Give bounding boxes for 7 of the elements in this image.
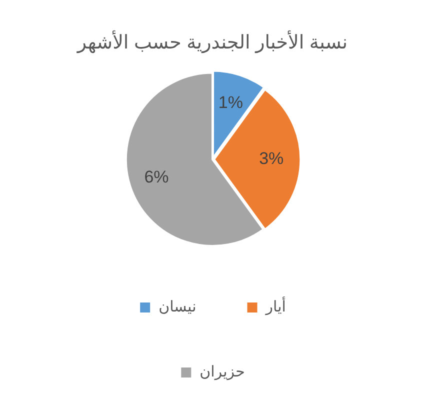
data-label: 6%: [144, 167, 169, 186]
legend-label: أيار: [264, 296, 286, 316]
legend-label: نيسان: [158, 298, 196, 316]
data-label: 1%: [218, 93, 243, 112]
legend-label: حزيران: [200, 364, 245, 381]
chart-title: نسبة الأخبار الجندرية حسب الأشهر: [76, 30, 348, 54]
data-label: 3%: [259, 149, 284, 168]
